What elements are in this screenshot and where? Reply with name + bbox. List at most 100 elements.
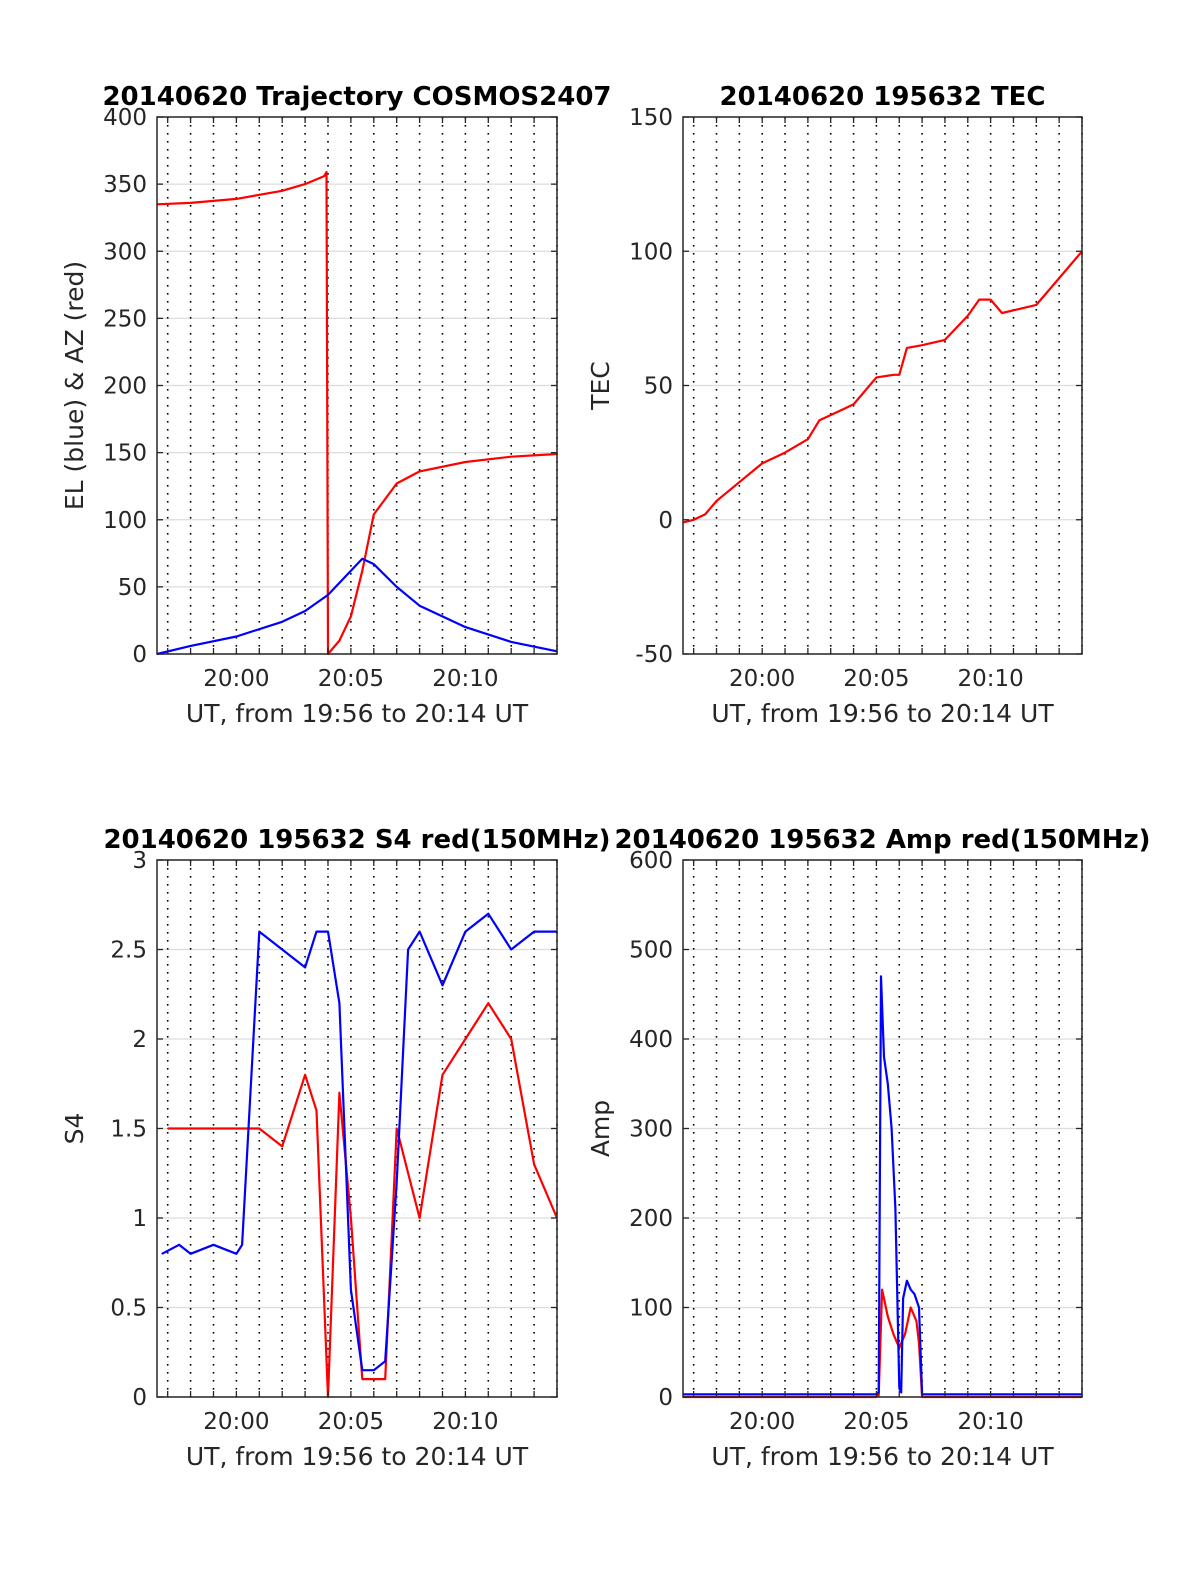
data-point: [704, 513, 706, 515]
data-point: [235, 1127, 237, 1130]
data-point: [880, 975, 882, 977]
data-point: [396, 1127, 398, 1130]
data-point: [898, 1387, 900, 1389]
data-point: [878, 1394, 880, 1396]
data-point: [693, 519, 695, 521]
y-tick-label: 400: [103, 105, 147, 131]
data-point: [441, 984, 444, 986]
y-tick-label: 200: [629, 1206, 673, 1232]
data-point: [418, 605, 421, 607]
data-point: [906, 347, 908, 349]
data-point: [510, 456, 512, 458]
y-tick-label: 400: [629, 1027, 673, 1053]
data-point: [852, 403, 855, 405]
y-tick-label: 0: [658, 508, 673, 534]
data-point: [178, 1244, 180, 1246]
x-tick-label: 20:10: [957, 1409, 1023, 1435]
y-tick-label: 150: [103, 441, 147, 467]
y-tick-label: 100: [103, 508, 147, 534]
data-point: [990, 298, 992, 301]
data-point: [361, 1369, 363, 1371]
data-point: [361, 1378, 363, 1380]
data-point: [887, 1315, 889, 1318]
data-point: [189, 202, 192, 204]
data-point: [967, 315, 969, 317]
data-point: [921, 344, 923, 346]
data-point: [373, 1378, 375, 1380]
y-tick-label: 100: [629, 239, 673, 265]
x-tick-label: 20:00: [729, 666, 795, 692]
y-tick-label: 350: [103, 172, 147, 198]
data-point: [1058, 277, 1060, 279]
tec-panel: -50 0 50 100 150 20:00 20:05 20:10 20140620 1956…: [586, 82, 1083, 728]
data-point: [373, 563, 375, 565]
y-tick-label: 0: [132, 1385, 147, 1411]
data-point: [841, 409, 843, 411]
x-tick-label: 20:00: [729, 1409, 795, 1435]
data-point: [900, 1391, 902, 1394]
data-point: [338, 639, 341, 642]
data-point: [902, 1297, 904, 1300]
data-point: [510, 641, 512, 643]
data-point: [944, 339, 946, 341]
data-point: [464, 626, 466, 628]
data-point: [327, 594, 329, 596]
data-point: [350, 1289, 352, 1291]
data-point: [338, 1092, 341, 1094]
data-point: [384, 1378, 386, 1380]
data-point: [189, 645, 192, 647]
data-point: [418, 470, 421, 473]
data-point: [258, 1127, 260, 1130]
data-point: [235, 198, 237, 200]
series-red-line: [682, 250, 1083, 524]
s4-panel: 0 0.5 1 1.5 2 2.5 3 20:00 20:05 20:10 20140620 195…: [60, 825, 611, 1471]
x-axis-label: UT, from 19:56 to 20:14 UT: [186, 1442, 529, 1471]
data-point: [281, 1145, 283, 1147]
data-point: [189, 1253, 192, 1255]
x-tick-label: 20:10: [432, 666, 498, 692]
y-tick-label: -50: [635, 642, 673, 668]
data-point: [883, 1056, 885, 1058]
data-point: [315, 931, 318, 933]
x-tick-label: 20:05: [318, 1409, 384, 1435]
data-point: [396, 586, 398, 588]
x-tick-label: 20:00: [203, 666, 269, 692]
chart-title: 20140620 195632 S4 red(150MHz): [103, 825, 610, 855]
data-point: [327, 931, 329, 933]
data-point: [807, 438, 809, 440]
data-point: [407, 948, 409, 951]
data-point: [441, 1074, 444, 1076]
data-point: [875, 376, 878, 379]
y-tick-label: 1: [132, 1206, 147, 1232]
data-point: [904, 1333, 906, 1335]
data-point: [906, 1280, 908, 1282]
data-point: [864, 390, 866, 392]
data-point: [325, 171, 328, 173]
y-tick-label: 50: [118, 575, 147, 601]
data-point: [384, 1360, 386, 1362]
data-point: [396, 482, 398, 485]
data-point: [212, 1244, 215, 1246]
data-point: [887, 1083, 889, 1085]
y-tick-label: 200: [103, 374, 147, 400]
data-point: [418, 1217, 421, 1219]
y-axis-label: TEC: [586, 361, 615, 411]
data-point: [241, 1244, 243, 1246]
data-point: [212, 1127, 215, 1130]
data-point: [881, 1289, 883, 1291]
data-point: [167, 1127, 169, 1130]
data-point: [350, 615, 352, 618]
data-point: [898, 374, 900, 376]
x-axis-label: UT, from 19:56 to 20:14 UT: [186, 699, 529, 728]
data-point: [189, 1127, 192, 1130]
data-point: [1035, 304, 1037, 306]
data-point: [891, 1127, 893, 1130]
y-tick-label: 1.5: [110, 1117, 147, 1143]
data-point: [464, 461, 466, 463]
x-tick-label: 20:05: [843, 666, 909, 692]
data-point: [323, 175, 325, 177]
data-point: [910, 1306, 912, 1309]
data-point: [464, 931, 466, 933]
y-tick-label: 300: [629, 1117, 673, 1143]
